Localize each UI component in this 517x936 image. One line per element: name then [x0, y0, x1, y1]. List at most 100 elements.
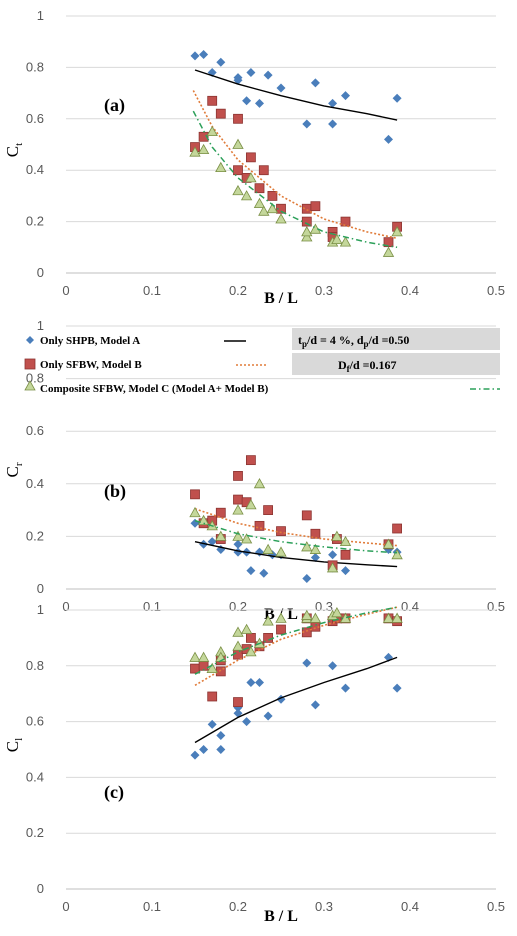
- trendline: [194, 508, 398, 547]
- x-axis-label: B / L: [264, 290, 298, 307]
- data-point: [328, 98, 338, 108]
- data-point: [328, 119, 338, 129]
- x-tick-label: 0.2: [229, 899, 247, 914]
- y-axis-label: Cr: [3, 462, 25, 477]
- series-triangle: [189, 606, 403, 675]
- x-tick-label: 0.2: [229, 283, 247, 298]
- series-triangle: [189, 110, 403, 257]
- data-point: [242, 717, 252, 727]
- data-point: [255, 98, 264, 108]
- legend-marker-diamond: [26, 336, 34, 344]
- data-point: [258, 165, 269, 176]
- data-point: [197, 651, 210, 662]
- data-point: [275, 612, 287, 623]
- y-tick-label: 0.2: [26, 825, 44, 840]
- data-point: [232, 640, 244, 651]
- data-point: [233, 697, 243, 707]
- x-tick-label: 0.4: [401, 599, 419, 614]
- y-tick-label: 0.4: [26, 769, 44, 784]
- data-point: [339, 236, 352, 247]
- data-point: [233, 113, 243, 124]
- data-point: [382, 246, 395, 257]
- data-point: [245, 172, 257, 183]
- y-tick-label: 0: [37, 265, 44, 280]
- x-axis-label: B / L: [264, 908, 298, 925]
- params-line-1: tp/d = 4 %, dp/d =0.50: [298, 333, 409, 349]
- params-line-2: Df/d =0.167: [338, 358, 397, 374]
- data-point: [215, 161, 227, 173]
- data-point: [190, 489, 200, 500]
- panel-label: (c): [104, 782, 124, 803]
- data-point: [301, 541, 313, 552]
- data-point: [301, 231, 313, 242]
- data-point: [310, 700, 320, 710]
- data-point: [215, 507, 226, 518]
- data-point: [262, 615, 274, 626]
- data-point: [391, 548, 403, 560]
- data-point: [207, 719, 217, 729]
- y-tick-label: 0.8: [26, 59, 44, 74]
- y-tick-label: 1: [37, 318, 44, 333]
- x-tick-label: 0.1: [143, 283, 161, 298]
- data-point: [199, 745, 209, 754]
- y-tick-label: 0.6: [26, 423, 44, 438]
- data-point: [267, 190, 278, 201]
- data-point: [246, 68, 256, 78]
- data-point: [245, 646, 257, 657]
- data-point: [255, 678, 264, 688]
- data-point: [301, 510, 312, 521]
- panel-label: (b): [104, 481, 126, 502]
- x-tick-label: 0.4: [401, 899, 419, 914]
- data-point: [391, 612, 403, 623]
- data-point: [392, 683, 402, 693]
- data-point: [275, 546, 287, 557]
- data-point: [253, 197, 266, 209]
- data-point: [382, 538, 395, 549]
- x-tick-label: 0.3: [315, 283, 333, 298]
- data-point: [384, 134, 393, 144]
- y-tick-label: 0: [37, 881, 44, 896]
- data-point: [310, 552, 320, 562]
- trendline: [194, 69, 398, 121]
- data-point: [262, 543, 274, 554]
- legend: Only SHPB, Model A Only SFBW, Model B Co…: [24, 328, 500, 395]
- data-point: [340, 549, 351, 560]
- x-tick-label: 0.2: [229, 599, 247, 614]
- data-point: [302, 119, 312, 129]
- data-point: [245, 499, 257, 510]
- data-point: [242, 96, 252, 106]
- trendline: [194, 656, 398, 744]
- data-point: [207, 537, 217, 547]
- data-point: [233, 539, 243, 549]
- panel-c: 0 0.2 0.4 0.6 0.8 1 0 0.1 0.2 0.3 0.4 0.5 B / L Cl (c): [3, 602, 505, 925]
- y-tick-label: 0.2: [26, 528, 44, 543]
- data-point: [199, 539, 209, 549]
- data-point: [190, 750, 200, 760]
- legend-label-a: Only SHPB, Model A: [40, 335, 140, 347]
- data-point: [302, 658, 312, 668]
- legend-item-model-c: Composite SFBW, Model C (Model A+ Model …: [24, 380, 500, 395]
- legend-label-c: Composite SFBW, Model C (Model A+ Model …: [40, 383, 269, 395]
- data-point: [275, 213, 287, 224]
- data-point: [331, 530, 343, 541]
- y-axis-label: Cl: [3, 738, 25, 752]
- data-point: [233, 75, 243, 85]
- data-point: [331, 233, 343, 244]
- data-point: [258, 205, 270, 216]
- data-point: [232, 138, 244, 149]
- panels: 0 0.2 0.4 0.6 0.8 1 0 0.1 0.2 0.3 0.4 0.5 B / L Ct (a)…: [3, 8, 505, 925]
- data-point: [392, 93, 402, 103]
- data-point: [254, 520, 265, 531]
- x-tick-label: 0.3: [315, 599, 333, 614]
- data-point: [309, 543, 322, 554]
- data-point: [206, 125, 218, 137]
- series-triangle: [189, 477, 403, 573]
- panel-label: (a): [104, 95, 125, 116]
- data-point: [197, 143, 210, 155]
- data-point: [309, 612, 322, 623]
- data-point: [391, 226, 403, 237]
- data-point: [216, 57, 226, 67]
- data-point: [245, 633, 256, 643]
- y-tick-label: 1: [37, 602, 44, 617]
